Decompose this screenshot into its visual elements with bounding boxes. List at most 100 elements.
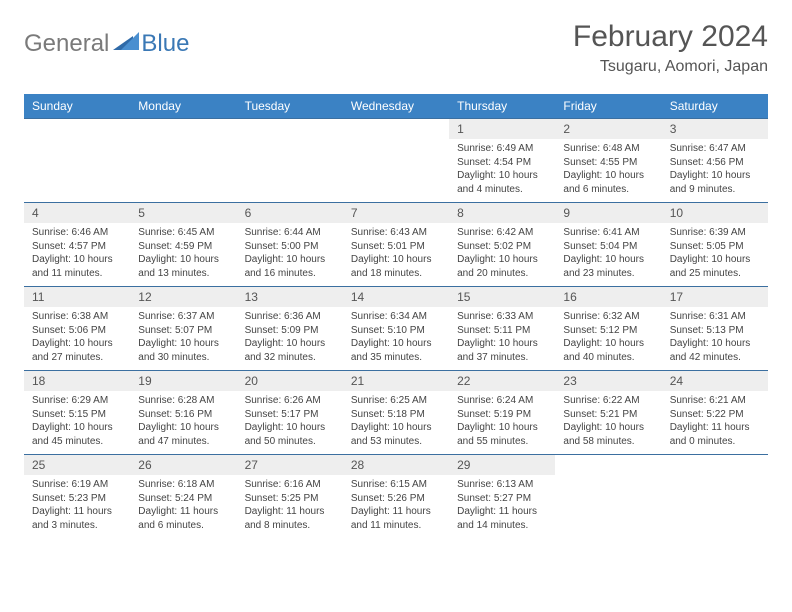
day-number: 20 (237, 371, 343, 392)
daylight-text: and 8 minutes. (245, 519, 335, 533)
daylight-text: Daylight: 10 hours (138, 421, 228, 435)
empty-cell (555, 455, 661, 476)
sunset-text: Sunset: 5:05 PM (670, 240, 760, 254)
day-details: Sunrise: 6:37 AMSunset: 5:07 PMDaylight:… (130, 307, 236, 371)
daylight-text: Daylight: 10 hours (138, 253, 228, 267)
sunset-text: Sunset: 5:11 PM (457, 324, 547, 338)
daylight-text: Daylight: 10 hours (457, 169, 547, 183)
day-details: Sunrise: 6:49 AMSunset: 4:54 PMDaylight:… (449, 139, 555, 203)
daylight-text: Daylight: 10 hours (457, 337, 547, 351)
sunrise-text: Sunrise: 6:32 AM (563, 310, 653, 324)
sunrise-text: Sunrise: 6:44 AM (245, 226, 335, 240)
daylight-text: and 58 minutes. (563, 435, 653, 449)
daylight-text: and 32 minutes. (245, 351, 335, 365)
daylight-text: and 13 minutes. (138, 267, 228, 281)
day-details: Sunrise: 6:28 AMSunset: 5:16 PMDaylight:… (130, 391, 236, 455)
sunrise-text: Sunrise: 6:21 AM (670, 394, 760, 408)
daylight-text: and 9 minutes. (670, 183, 760, 197)
day-details: Sunrise: 6:19 AMSunset: 5:23 PMDaylight:… (24, 475, 130, 538)
daylight-text: and 23 minutes. (563, 267, 653, 281)
sunset-text: Sunset: 5:06 PM (32, 324, 122, 338)
brand-mark-icon (113, 32, 139, 57)
sunrise-text: Sunrise: 6:38 AM (32, 310, 122, 324)
sunrise-text: Sunrise: 6:42 AM (457, 226, 547, 240)
day-number: 1 (449, 119, 555, 140)
sunset-text: Sunset: 5:07 PM (138, 324, 228, 338)
daynum-row: 2526272829 (24, 455, 768, 476)
daylight-text: and 42 minutes. (670, 351, 760, 365)
daylight-text: and 45 minutes. (32, 435, 122, 449)
daylight-text: Daylight: 10 hours (351, 253, 441, 267)
content-row: Sunrise: 6:49 AMSunset: 4:54 PMDaylight:… (24, 139, 768, 203)
sunset-text: Sunset: 5:02 PM (457, 240, 547, 254)
day-number: 8 (449, 203, 555, 224)
daylight-text: and 25 minutes. (670, 267, 760, 281)
day-details: Sunrise: 6:44 AMSunset: 5:00 PMDaylight:… (237, 223, 343, 287)
day-details: Sunrise: 6:32 AMSunset: 5:12 PMDaylight:… (555, 307, 661, 371)
calendar-body: 123Sunrise: 6:49 AMSunset: 4:54 PMDaylig… (24, 119, 768, 539)
daylight-text: Daylight: 11 hours (245, 505, 335, 519)
weekday-header: Friday (555, 94, 661, 119)
day-number: 27 (237, 455, 343, 476)
day-number: 5 (130, 203, 236, 224)
sunrise-text: Sunrise: 6:39 AM (670, 226, 760, 240)
day-number: 7 (343, 203, 449, 224)
sunrise-text: Sunrise: 6:48 AM (563, 142, 653, 156)
daylight-text: Daylight: 10 hours (351, 421, 441, 435)
day-details: Sunrise: 6:25 AMSunset: 5:18 PMDaylight:… (343, 391, 449, 455)
sunrise-text: Sunrise: 6:49 AM (457, 142, 547, 156)
day-number: 11 (24, 287, 130, 308)
daylight-text: Daylight: 10 hours (32, 421, 122, 435)
daylight-text: and 4 minutes. (457, 183, 547, 197)
day-details: Sunrise: 6:13 AMSunset: 5:27 PMDaylight:… (449, 475, 555, 538)
daylight-text: Daylight: 10 hours (670, 337, 760, 351)
sunset-text: Sunset: 4:57 PM (32, 240, 122, 254)
day-number: 26 (130, 455, 236, 476)
brand-blue: Blue (141, 30, 189, 58)
daylight-text: and 6 minutes. (138, 519, 228, 533)
daylight-text: Daylight: 10 hours (351, 337, 441, 351)
content-row: Sunrise: 6:19 AMSunset: 5:23 PMDaylight:… (24, 475, 768, 538)
day-number: 14 (343, 287, 449, 308)
daylight-text: Daylight: 10 hours (457, 421, 547, 435)
sunset-text: Sunset: 5:27 PM (457, 492, 547, 506)
day-number: 17 (662, 287, 768, 308)
sunrise-text: Sunrise: 6:26 AM (245, 394, 335, 408)
sunrise-text: Sunrise: 6:43 AM (351, 226, 441, 240)
daylight-text: Daylight: 10 hours (245, 337, 335, 351)
sunrise-text: Sunrise: 6:45 AM (138, 226, 228, 240)
weekday-header: Monday (130, 94, 236, 119)
weekday-header: Sunday (24, 94, 130, 119)
sunset-text: Sunset: 5:25 PM (245, 492, 335, 506)
daylight-text: Daylight: 10 hours (32, 253, 122, 267)
location: Tsugaru, Aomori, Japan (573, 58, 768, 76)
empty-cell (24, 119, 130, 140)
day-details: Sunrise: 6:33 AMSunset: 5:11 PMDaylight:… (449, 307, 555, 371)
sunset-text: Sunset: 4:56 PM (670, 156, 760, 170)
sunset-text: Sunset: 5:15 PM (32, 408, 122, 422)
daylight-text: Daylight: 11 hours (457, 505, 547, 519)
sunrise-text: Sunrise: 6:28 AM (138, 394, 228, 408)
empty-cell (130, 119, 236, 140)
day-number: 4 (24, 203, 130, 224)
sunrise-text: Sunrise: 6:41 AM (563, 226, 653, 240)
sunset-text: Sunset: 4:55 PM (563, 156, 653, 170)
daylight-text: Daylight: 10 hours (245, 253, 335, 267)
day-details: Sunrise: 6:41 AMSunset: 5:04 PMDaylight:… (555, 223, 661, 287)
day-details: Sunrise: 6:46 AMSunset: 4:57 PMDaylight:… (24, 223, 130, 287)
weekday-header: Tuesday (237, 94, 343, 119)
sunset-text: Sunset: 5:01 PM (351, 240, 441, 254)
day-number: 23 (555, 371, 661, 392)
daylight-text: and 40 minutes. (563, 351, 653, 365)
sunset-text: Sunset: 4:54 PM (457, 156, 547, 170)
day-details: Sunrise: 6:36 AMSunset: 5:09 PMDaylight:… (237, 307, 343, 371)
daylight-text: and 30 minutes. (138, 351, 228, 365)
sunset-text: Sunset: 5:00 PM (245, 240, 335, 254)
day-number: 18 (24, 371, 130, 392)
daylight-text: Daylight: 10 hours (670, 169, 760, 183)
day-details: Sunrise: 6:43 AMSunset: 5:01 PMDaylight:… (343, 223, 449, 287)
sunset-text: Sunset: 5:16 PM (138, 408, 228, 422)
sunrise-text: Sunrise: 6:34 AM (351, 310, 441, 324)
daylight-text: Daylight: 10 hours (138, 337, 228, 351)
daylight-text: and 20 minutes. (457, 267, 547, 281)
